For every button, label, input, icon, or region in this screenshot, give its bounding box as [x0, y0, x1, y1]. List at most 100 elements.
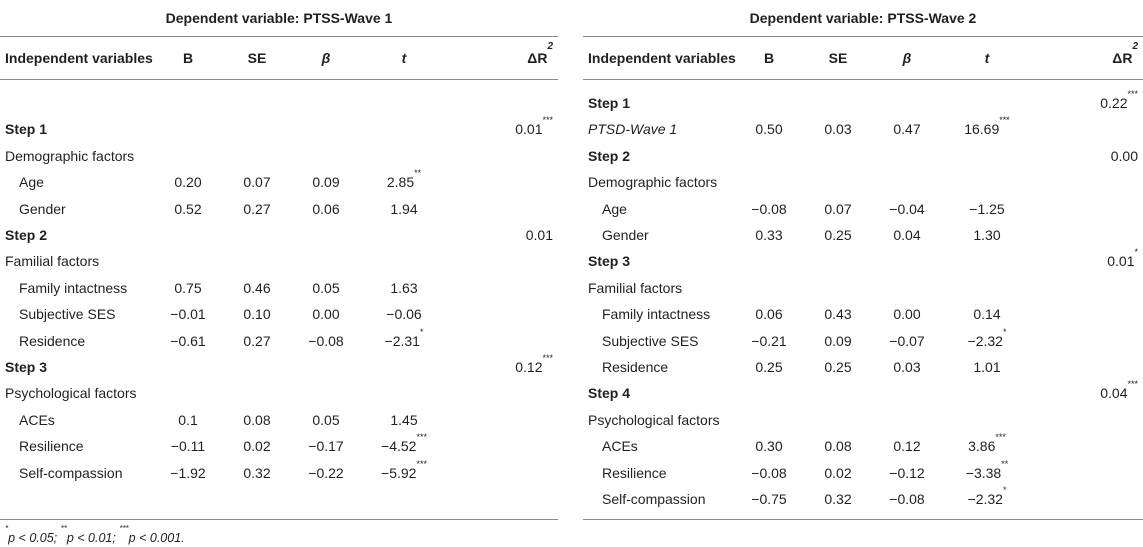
group-label: Psychological factors: [5, 385, 137, 402]
footnote-text-3: p < 0.001.: [128, 531, 185, 545]
cell-t: −3.38**: [955, 459, 1019, 481]
cell-beta: −0.08: [308, 332, 344, 349]
cell-t: 16.69***: [955, 116, 1019, 138]
cell-t-value: 3.86: [968, 438, 996, 455]
cell-se: 0.08: [243, 411, 271, 428]
cell-beta: 0.06: [312, 200, 340, 217]
footnote-text-2: p < 0.01;: [66, 531, 120, 545]
variable-label: Age: [19, 174, 44, 191]
cell-beta: −0.12: [889, 464, 925, 481]
cell-t: −4.52***: [372, 433, 436, 455]
cell-t-value: 1.63: [390, 279, 418, 296]
cell-se: 0.32: [824, 491, 852, 507]
group-label: Demographic factors: [5, 147, 135, 164]
cell-b: −0.75: [751, 491, 787, 507]
cell-b: 0.25: [755, 359, 783, 375]
significance-marker: ***: [416, 458, 427, 469]
cell-delta-r2-value: 0.01: [525, 227, 553, 243]
significance-marker: ***: [1127, 89, 1138, 99]
significance-marker: ***: [1127, 379, 1138, 390]
cell-t-value: 1.45: [390, 411, 418, 428]
cell-se: 0.32: [243, 464, 271, 481]
cell-se: 0.02: [243, 438, 271, 455]
step-label: Step 4: [588, 385, 631, 402]
cell-b: −1.92: [170, 464, 206, 481]
cell-b: 0.75: [174, 279, 202, 296]
cell-t-value: −0.06: [386, 306, 422, 323]
column-header-b: B: [763, 50, 775, 66]
variable-label: Age: [602, 200, 627, 217]
significance-marker: ***: [542, 115, 553, 126]
step-label: Step 1: [588, 95, 631, 111]
delta-r-label: ΔR: [1112, 50, 1133, 66]
column-header-se: SE: [828, 50, 848, 66]
cell-delta-r2: 0.00: [1078, 148, 1138, 164]
cell-t-value: −2.31: [384, 332, 420, 349]
cell-beta: −0.07: [889, 332, 925, 349]
cell-b: −0.01: [170, 306, 206, 323]
delta-r-label: ΔR: [527, 50, 548, 66]
cell-t: −2.31*: [372, 327, 436, 349]
panel-title: Dependent variable: PTSS-Wave 1: [165, 10, 393, 26]
cell-t-value: 1.94: [390, 200, 418, 217]
delta-r-exponent: 2: [1132, 41, 1138, 52]
cell-se: 0.27: [243, 200, 271, 217]
cell-delta-r2-value: 0.01: [1107, 253, 1135, 270]
significance-marker: ***: [999, 115, 1010, 126]
cell-se: 0.43: [824, 306, 852, 323]
cell-se: 0.03: [824, 121, 852, 138]
cell-se: 0.07: [243, 174, 271, 191]
cell-t-value: −3.38: [965, 464, 1002, 481]
step-label: Step 2: [588, 147, 631, 164]
variable-label: Gender: [602, 227, 649, 243]
cell-se: 0.10: [243, 306, 271, 323]
cell-b: 0.33: [755, 227, 783, 243]
column-header-iv: Independent variables: [5, 50, 153, 66]
cell-t: 1.45: [372, 412, 436, 428]
column-header-b: B: [182, 50, 194, 66]
variable-label: Self-compassion: [602, 491, 706, 507]
cell-delta-r2: 0.12***: [493, 354, 553, 376]
column-header-t: t: [984, 50, 990, 66]
cell-t-value: 16.69: [964, 121, 1000, 138]
footnote-sig-3: ***: [119, 524, 129, 533]
cell-delta-r2-value: 0.22: [1100, 95, 1128, 111]
cell-se: 0.07: [824, 200, 852, 217]
cell-beta: 0.47: [893, 121, 921, 138]
significance-marker: *: [1002, 485, 1007, 495]
variable-label: Gender: [19, 200, 66, 217]
cell-t: 1.01: [955, 359, 1019, 375]
cell-se: 0.27: [243, 332, 271, 349]
variable-label: Family intactness: [19, 279, 128, 296]
significance-marker: ***: [416, 432, 427, 443]
variable-label: Family intactness: [602, 306, 711, 323]
cell-t-value: −1.25: [969, 200, 1005, 217]
cell-b: −0.11: [170, 438, 206, 455]
footnote-sig-1: *: [5, 524, 9, 533]
significance-marker: ***: [995, 432, 1006, 443]
cell-delta-r2-value: 0.04: [1100, 385, 1128, 402]
variable-label: ACEs: [19, 411, 55, 428]
column-header-delta-r2: ΔR2: [1078, 42, 1138, 67]
variable-label: Subjective SES: [602, 332, 699, 349]
cell-beta: 0.09: [312, 174, 340, 191]
significance-marker: **: [414, 168, 422, 179]
panel-title: Dependent variable: PTSS-Wave 2: [749, 10, 977, 26]
variable-label: ACEs: [602, 438, 638, 455]
cell-beta: 0.04: [893, 227, 921, 243]
cell-se: 0.25: [824, 227, 852, 243]
cell-beta: 0.03: [893, 359, 921, 375]
cell-delta-r2-value: 0.01: [515, 121, 543, 138]
delta-r-exponent: 2: [547, 41, 553, 52]
cell-beta: −0.08: [889, 491, 925, 507]
cell-t: 2.85**: [372, 169, 436, 191]
cell-t: −0.06: [372, 306, 436, 322]
cell-t-value: 1.01: [973, 359, 1001, 375]
step-label: Step 3: [588, 253, 631, 270]
cell-t-value: −4.52: [381, 438, 417, 455]
cell-beta: 0.05: [312, 411, 340, 428]
column-header-t: t: [401, 50, 407, 66]
column-header-beta: β: [321, 50, 331, 66]
group-label: Demographic factors: [588, 174, 718, 191]
column-header-delta-r2: ΔR2: [493, 42, 553, 67]
